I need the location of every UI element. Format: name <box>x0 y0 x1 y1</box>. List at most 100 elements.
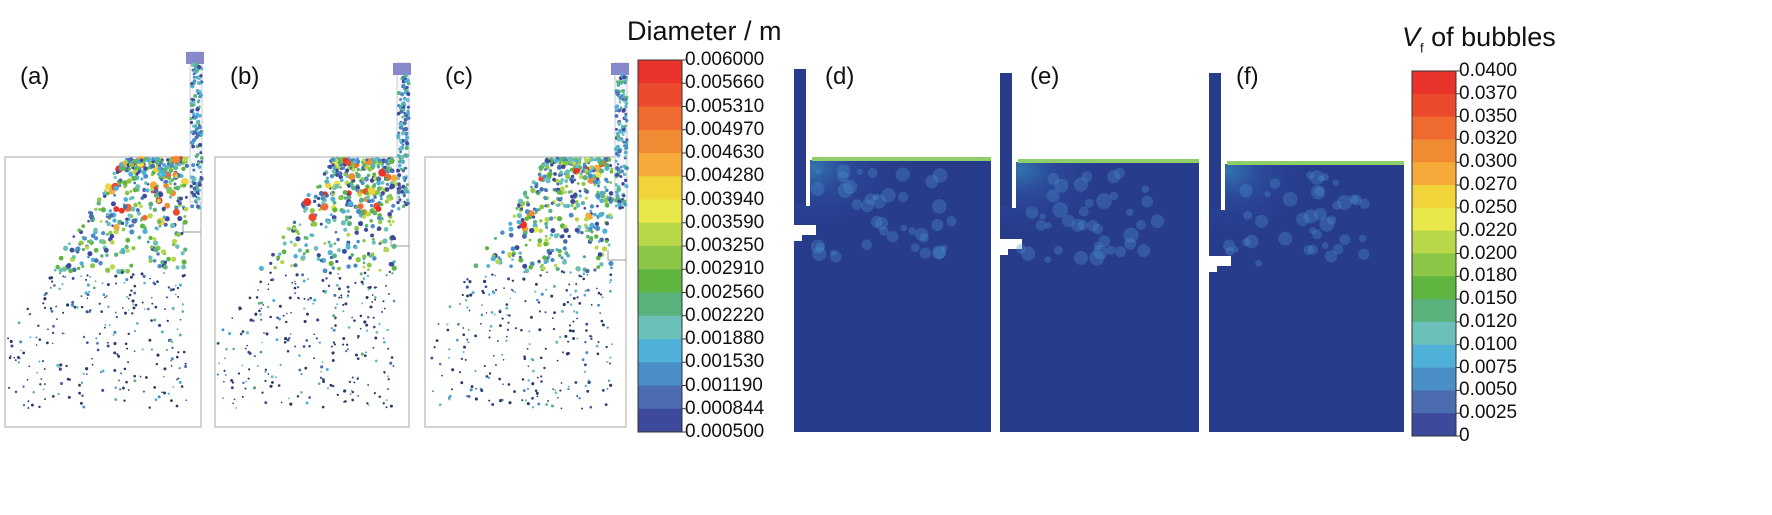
bubble-a <box>86 283 90 287</box>
bubble-c <box>595 225 601 231</box>
vf-speckle-e <box>1114 167 1125 179</box>
bubble-c <box>573 310 576 313</box>
nozzle-e <box>1000 73 1012 207</box>
vf-speckle-e <box>1114 246 1126 258</box>
bubble-c <box>607 379 611 382</box>
bubble-a <box>105 220 108 223</box>
bubble-c <box>614 109 618 113</box>
bubble-b <box>351 164 356 168</box>
bubble-b <box>237 372 241 375</box>
bubble-b <box>257 289 259 292</box>
bubble-a <box>140 272 144 276</box>
vf-speckle-e <box>1053 245 1063 255</box>
bubble-c <box>491 402 495 407</box>
bubble-a <box>198 125 202 130</box>
bubble-b <box>366 262 372 268</box>
vf-speckle-d <box>812 246 827 262</box>
bubble-a <box>125 248 130 253</box>
bubble-c <box>608 191 614 196</box>
bubble-a <box>142 274 146 279</box>
bubble-c <box>526 196 530 200</box>
vf-tick-label: 0 <box>1459 425 1470 446</box>
bubble-c <box>531 358 535 362</box>
bubble-a <box>68 242 71 246</box>
bubble-a <box>197 161 201 165</box>
bubble-a <box>171 306 175 311</box>
vf-speckle-f <box>1324 250 1338 263</box>
bubble-b <box>230 378 234 382</box>
bubble-b <box>265 332 269 336</box>
bubble-c <box>578 161 582 165</box>
bubble-a <box>191 144 195 149</box>
bubble-a <box>178 366 181 370</box>
bubble-a <box>98 239 104 244</box>
bubble-b <box>382 402 385 405</box>
bubble-a <box>35 344 38 346</box>
bubble-c <box>575 266 581 272</box>
bubble-a <box>94 207 98 211</box>
bubble-b <box>342 190 348 195</box>
bubble-b <box>278 304 282 308</box>
vf-speckle-e <box>1045 222 1052 229</box>
bubble-b <box>287 397 290 400</box>
bubble-b <box>323 242 327 245</box>
bubble-b <box>281 249 287 255</box>
bubble-a <box>149 256 153 260</box>
bubble-b <box>332 314 336 318</box>
bubble-b <box>242 381 245 384</box>
bubble-a <box>8 356 12 360</box>
vf-title-subscript: f <box>1420 40 1424 56</box>
bubble-a <box>137 235 142 240</box>
bubble-b <box>245 331 250 335</box>
bubble-c <box>615 173 619 177</box>
bubble-c <box>522 389 526 393</box>
bubble-c <box>589 236 594 240</box>
bubble-b <box>407 81 411 86</box>
bubble-c <box>550 404 554 408</box>
bubble-b <box>385 274 388 277</box>
bubble-a <box>197 165 202 169</box>
bubble-b <box>367 166 373 172</box>
vf-speckle-d <box>932 168 948 183</box>
bubble-a <box>199 74 203 78</box>
bubble-b <box>295 229 300 234</box>
vf-tick-label: 0.0025 <box>1459 402 1518 424</box>
vf-swatch <box>1412 207 1456 232</box>
bubble-c <box>538 164 544 171</box>
bubble-a <box>147 213 153 219</box>
bubble-c <box>451 388 454 391</box>
bubble-b <box>303 307 306 310</box>
bubble-c <box>625 138 629 142</box>
bubble-c <box>529 227 535 234</box>
bubble-c <box>555 266 560 272</box>
bubble-c <box>624 178 628 183</box>
bubble-b <box>313 194 318 199</box>
nozzle-gap-e <box>1012 160 1016 208</box>
diameter-tick-label: 0.002910 <box>685 258 765 280</box>
vf-speckle-d <box>931 245 946 260</box>
bubble-c <box>531 396 534 399</box>
bubble-b <box>370 252 375 257</box>
bubble-a <box>105 232 109 236</box>
bubble-c <box>530 187 536 194</box>
bubble-b <box>328 260 334 267</box>
bubble-a <box>194 124 197 128</box>
bubble-a <box>80 275 82 277</box>
vf-speckle-f <box>1243 210 1253 220</box>
bubble-a <box>38 360 41 363</box>
bubble-b <box>354 281 357 285</box>
bubble-b <box>378 395 382 399</box>
bubble-c <box>506 328 510 331</box>
bubble-b <box>373 182 377 186</box>
bubble-b <box>358 197 365 203</box>
bubble-a <box>152 207 158 212</box>
bubble-c <box>556 216 563 222</box>
bubble-a <box>200 160 204 164</box>
bubble-c <box>485 375 489 378</box>
bubble-b <box>276 255 281 260</box>
bubble-a <box>170 359 172 362</box>
bubble-a <box>148 201 154 207</box>
bubble-c <box>508 226 514 232</box>
bubble-a <box>144 376 148 379</box>
bubble-c <box>474 370 477 373</box>
